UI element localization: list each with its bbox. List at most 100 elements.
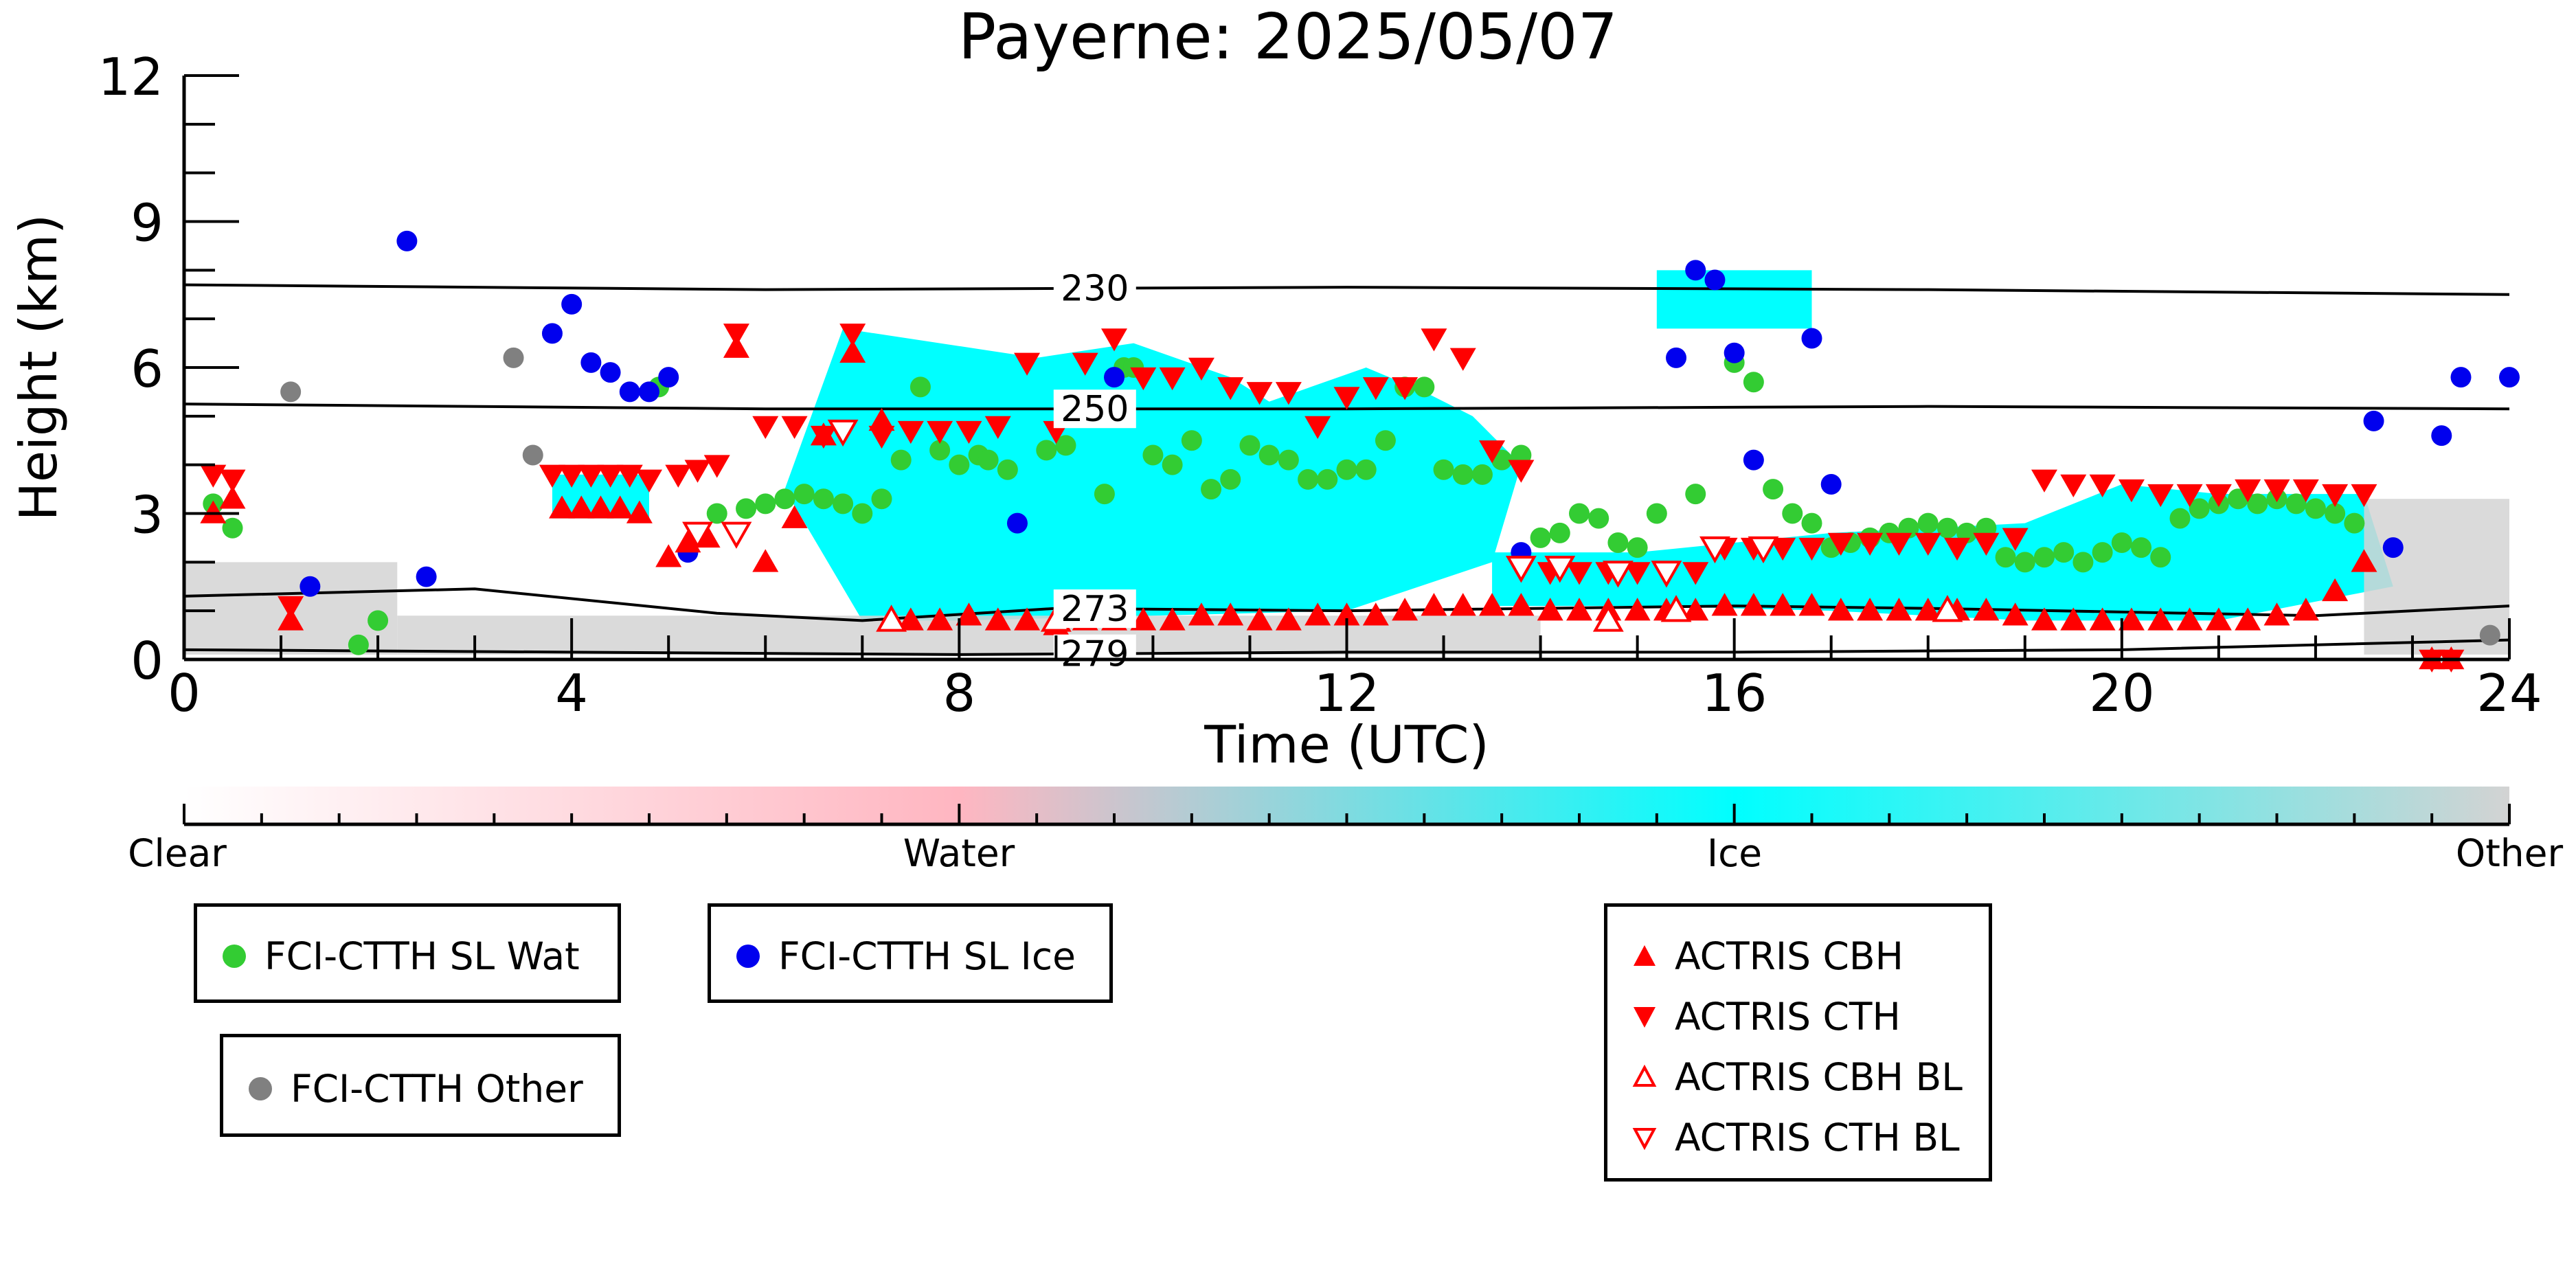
marker-actris-cth-53 <box>1914 532 1941 556</box>
marker-actris-cbh-16 <box>868 407 895 431</box>
colorbar-label-clear: Clear <box>128 831 227 875</box>
marker-actris-cth-54 <box>1944 537 1971 561</box>
marker-actris-cth-17 <box>868 425 895 449</box>
marker-actris-cbh-20 <box>984 607 1011 631</box>
marker-actris-cth-5 <box>578 464 605 488</box>
marker-actris-cth-2 <box>278 596 304 620</box>
marker-actris-cth-3 <box>539 464 565 488</box>
marker-actris-cth-1 <box>219 469 246 493</box>
marker-actris-cbh-67 <box>2351 549 2377 572</box>
x-tick-label-20: 20 <box>2089 663 2154 723</box>
cloud-region-ice-3 <box>1656 270 1812 329</box>
marker-actris-cbh-45 <box>1711 593 1738 616</box>
marker-fci-ctth-sl-wat-30 <box>1220 468 1241 490</box>
isotherm-label-bg-279 <box>1053 634 1136 673</box>
marker-actris-cth-8 <box>636 469 662 493</box>
marker-actris-cth-bl-5 <box>1602 561 1634 588</box>
marker-actris-cth-52 <box>1886 532 1912 556</box>
marker-actris-cbh-7 <box>626 500 653 523</box>
marker-actris-cth-6 <box>597 464 624 488</box>
marker-actris-cth-15 <box>810 425 837 449</box>
marker-fci-ctth-sl-wat-41 <box>1433 459 1454 480</box>
marker-actris-cbh-27 <box>1188 602 1214 626</box>
marker-actris-cbh-44 <box>1682 598 1709 621</box>
marker-actris-cth-7 <box>616 464 643 488</box>
marker-fci-ctth-sl-wat-21 <box>1036 440 1057 461</box>
marker-actris-cth-4 <box>558 464 585 488</box>
marker-actris-cbh-bl-0 <box>876 605 907 632</box>
marker-actris-cth-10 <box>684 460 711 483</box>
marker-fci-ctth-sl-wat-16 <box>929 440 951 461</box>
marker-actris-cbh-25 <box>1130 607 1157 631</box>
y-tick-label-3: 3 <box>131 485 163 545</box>
marker-actris-cth-bl-8 <box>1748 536 1779 564</box>
marker-actris-cbh-37 <box>1479 593 1506 616</box>
marker-actris-cth-37 <box>1449 348 1476 371</box>
marker-actris-cbh-62 <box>2205 607 2232 631</box>
marker-fci-ctth-sl-wat-76 <box>2150 547 2171 568</box>
legend-label-actris-cbh: ACTRIS CBH <box>1675 934 1903 978</box>
marker-fci-ctth-sl-wat-5 <box>706 503 727 524</box>
marker-actris-cbh-63 <box>2235 607 2261 631</box>
x-axis-label: Time (UTC) <box>1204 714 1489 775</box>
marker-fci-ctth-sl-wat-78 <box>2189 498 2210 519</box>
y-tick-label-6: 6 <box>131 339 163 399</box>
marker-actris-cbh-13 <box>781 505 808 528</box>
marker-actris-cth-bl-0 <box>682 521 713 549</box>
marker-actris-cth-bl-2 <box>827 419 859 447</box>
marker-fci-ctth-sl-ice-9 <box>658 367 679 388</box>
marker-fci-ctth-sl-wat-43 <box>1471 464 1493 485</box>
triangle-down-icon <box>1634 1007 1656 1028</box>
marker-actris-cth-39 <box>1508 460 1535 483</box>
marker-actris-cth-62 <box>2176 484 2203 508</box>
x-tick-label-4: 4 <box>555 663 588 723</box>
marker-actris-cbh-49 <box>1827 598 1854 621</box>
marker-actris-cth-50 <box>1827 532 1854 556</box>
marker-fci-ctth-sl-wat-57 <box>1782 503 1803 524</box>
marker-actris-cth-61 <box>2147 484 2174 508</box>
marker-fci-ctth-sl-wat-38 <box>1375 430 1396 451</box>
marker-actris-cbh-54 <box>1973 598 2000 621</box>
marker-fci-ctth-sl-wat-12 <box>852 503 873 524</box>
marker-fci-ctth-sl-wat-42 <box>1452 464 1473 485</box>
marker-fci-ctth-sl-wat-64 <box>1917 512 1939 534</box>
marker-fci-ctth-sl-ice-22 <box>2382 537 2404 558</box>
marker-fci-ctth-sl-ice-3 <box>541 323 563 344</box>
cloud-region-other-5 <box>2364 499 2509 655</box>
marker-actris-cbh-8 <box>655 544 682 567</box>
marker-actris-cth-60 <box>2118 479 2145 503</box>
legend-label-actris-cth: ACTRIS CTH <box>1675 995 1901 1039</box>
x-tick-label-12: 12 <box>1314 663 1379 723</box>
marker-actris-cth-27 <box>1159 367 1186 391</box>
marker-fci-ctth-sl-wat-14 <box>890 449 912 471</box>
marker-fci-ctth-sl-wat-49 <box>1588 508 1609 529</box>
marker-fci-ctth-sl-ice-4 <box>561 293 583 315</box>
marker-actris-cbh-17 <box>897 607 924 631</box>
marker-fci-ctth-sl-ice-24 <box>2450 367 2472 388</box>
marker-actris-cbh-29 <box>1246 607 1273 631</box>
marker-actris-cth-63 <box>2205 484 2232 508</box>
legend-label-fci-wat: FCI-CTTH SL Wat <box>264 934 580 978</box>
marker-fci-ctth-sl-wat-72 <box>2072 552 2094 573</box>
marker-actris-cbh-58 <box>2089 607 2116 631</box>
marker-fci-ctth-sl-wat-29 <box>1201 479 1222 500</box>
marker-actris-cbh-40 <box>1566 598 1592 621</box>
marker-fci-ctth-sl-wat-7 <box>755 493 776 515</box>
y-tick-label-12: 12 <box>98 47 163 107</box>
marker-fci-ctth-sl-wat-53 <box>1685 484 1706 505</box>
isotherm-230 <box>184 283 2509 296</box>
marker-fci-ctth-sl-wat-31 <box>1239 435 1261 456</box>
marker-actris-cbh-35 <box>1421 593 1447 616</box>
marker-actris-cth-59 <box>2089 474 2116 497</box>
marker-actris-cbh-15 <box>839 339 866 363</box>
marker-fci-ctth-sl-wat-69 <box>2014 552 2035 573</box>
marker-actris-cbh-46 <box>1740 593 1767 616</box>
triangle-up-open-icon <box>1632 1064 1657 1087</box>
marker-fci-ctth-sl-wat-40 <box>1414 376 1435 398</box>
marker-fci-ctth-sl-wat-65 <box>1936 517 1958 539</box>
marker-actris-cth-21 <box>984 416 1011 439</box>
colorbar-label-water: Water <box>903 831 1015 875</box>
marker-actris-cbh-52 <box>1914 598 1941 621</box>
marker-actris-cbh-59 <box>2118 607 2145 631</box>
marker-actris-cth-bl-1 <box>721 521 752 549</box>
